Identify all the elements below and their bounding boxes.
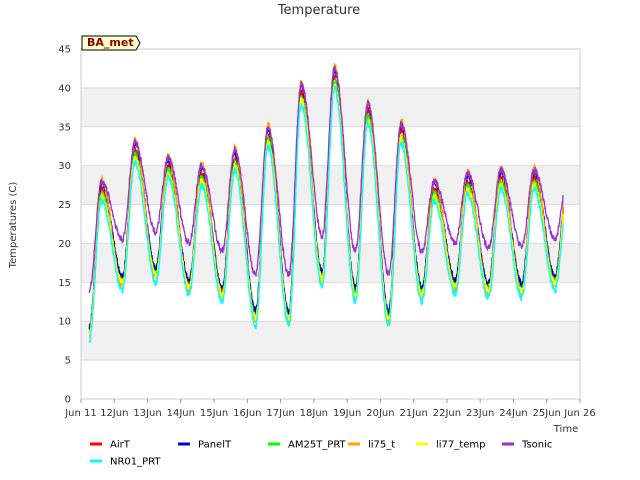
legend-item: PanelT [178, 440, 232, 451]
x-tick-label: 24Jun [499, 408, 527, 419]
site-label-box: BA_met [81, 35, 141, 51]
x-tick-label: 14Jun [167, 408, 195, 419]
y-tick-label: 35 [58, 122, 71, 133]
background-band [81, 321, 580, 361]
y-tick-label: 20 [58, 239, 71, 250]
legend-label: li75_t [368, 440, 395, 451]
x-tick-label: Jun 11 [64, 408, 97, 419]
site-label: BA_met [87, 36, 134, 49]
y-tick-label: 25 [58, 200, 71, 211]
y-tick-label: 10 [58, 317, 71, 328]
legend-label: AM25T_PRT [288, 440, 347, 451]
y-axis-ticks: 0 5 10 15 20 25 30 35 40 45 [58, 45, 71, 406]
plot-border [80, 48, 581, 400]
legend: AirT PanelT AM25T_PRT li75_t li77_temp Tsonic… [90, 440, 552, 468]
y-tick-label: 40 [58, 83, 71, 94]
x-tick-label: 17Jun [266, 408, 294, 419]
legend-label: AirT [110, 440, 131, 451]
legend-item: li75_t [348, 440, 395, 451]
x-tick-label: 19Jun [333, 408, 361, 419]
legend-item: AM25T_PRT [268, 440, 347, 451]
legend-item: AirT [90, 440, 131, 451]
x-tick-label: 16Jun [233, 408, 261, 419]
x-tick-label: 25Jun [533, 408, 561, 419]
series-lines [88, 62, 565, 343]
legend-label: li77_temp [436, 440, 485, 451]
y-tick-label: 5 [65, 356, 71, 367]
legend-label: NR01_PRT [110, 457, 161, 468]
y-axis-label: Temperatures (C) [8, 182, 19, 270]
y-tick-label: 45 [58, 45, 71, 56]
background-band [81, 243, 580, 283]
y-tick-label: 0 [65, 395, 71, 406]
series-line-Tsonic [88, 65, 564, 294]
legend-item: NR01_PRT [90, 457, 161, 468]
chart-title: Temperature [277, 3, 360, 18]
x-tick-label: 23Jun [466, 408, 494, 419]
x-tick-label: 13Jun [133, 408, 161, 419]
legend-item: li77_temp [416, 440, 485, 451]
x-tick-label: 21Jun [399, 408, 427, 419]
y-tick-label: 30 [58, 161, 71, 172]
x-tick-label: Jun 26 [563, 408, 596, 419]
x-axis-ticks: Jun 11 12Jun 13Jun 14Jun 15Jun 16Jun 17Jun 18Ju… [64, 399, 596, 419]
x-tick-label: 12Jun [100, 408, 128, 419]
legend-item: Tsonic [502, 440, 552, 451]
series-line-NR01_PRT [88, 85, 564, 343]
x-tick-label: 15Jun [200, 408, 228, 419]
legend-label: PanelT [198, 440, 232, 451]
x-axis-label: Time [553, 424, 578, 435]
legend-label: Tsonic [521, 440, 552, 451]
x-tick-label: 22Jun [433, 408, 461, 419]
x-tick-label: 20Jun [366, 408, 394, 419]
y-tick-label: 15 [58, 278, 71, 289]
x-tick-label: 18Jun [300, 408, 328, 419]
